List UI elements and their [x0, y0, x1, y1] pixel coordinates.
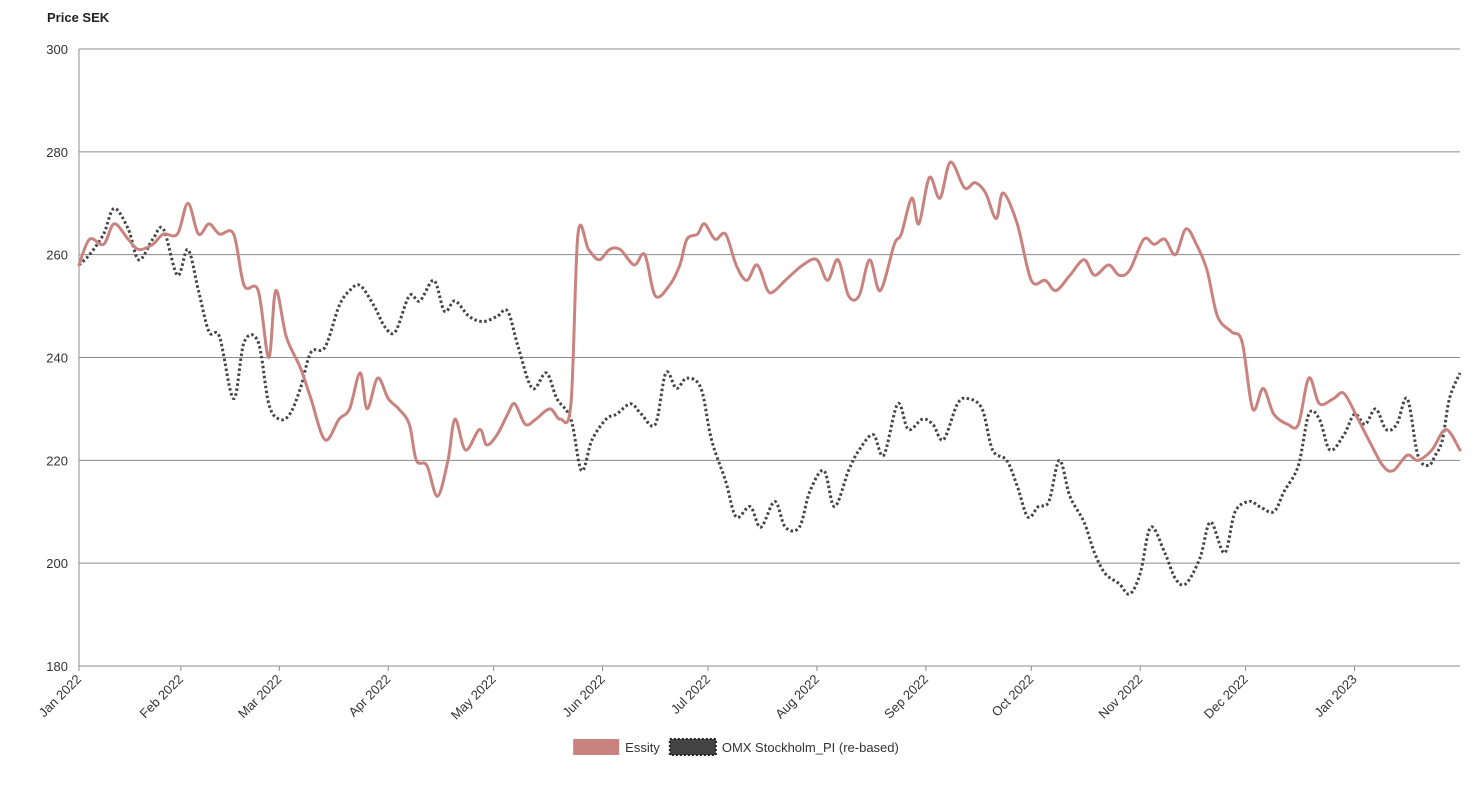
x-tick-label: Sep 2022	[881, 672, 931, 722]
legend-item[interactable]: OMX Stockholm_PI (re-based)	[668, 738, 899, 756]
legend-swatch	[668, 738, 717, 756]
y-tick-label: 240	[46, 351, 68, 366]
legend-item[interactable]: Essity	[573, 739, 660, 755]
x-tick-label: Jul 2022	[668, 672, 713, 717]
x-tick-label: Dec 2022	[1201, 672, 1251, 722]
x-tick-label: Feb 2022	[137, 672, 186, 721]
y-axis-label: Price SEK	[47, 10, 110, 25]
y-tick-label: 220	[46, 453, 68, 468]
x-tick-label: Aug 2022	[772, 672, 822, 722]
legend-label: OMX Stockholm_PI (re-based)	[722, 740, 899, 755]
y-tick-label: 280	[46, 145, 68, 160]
x-tick-label: Jun 2022	[559, 672, 607, 720]
x-tick-label: May 2022	[448, 672, 499, 723]
grid-layer	[79, 48, 1460, 667]
x-tick-label: Apr 2022	[345, 672, 393, 720]
series-layer	[77, 160, 1462, 596]
y-tick-label: 260	[46, 248, 68, 263]
series-line-essity	[77, 160, 1462, 498]
y-tick-label: 200	[46, 556, 68, 571]
legend[interactable]: Essity OMX Stockholm_PI (re-based)	[573, 738, 899, 756]
x-tick-label: Mar 2022	[235, 672, 284, 721]
series-line-omx	[77, 206, 1462, 596]
x-tick-label: Jan 2023	[1311, 672, 1359, 720]
x-tick-label: Jan 2022	[36, 672, 84, 720]
y-tick-label: 300	[46, 42, 68, 57]
legend-label: Essity	[625, 740, 660, 755]
legend-swatch	[573, 739, 620, 755]
x-tick-label: Nov 2022	[1095, 672, 1145, 722]
y-tick-label: 180	[46, 659, 68, 674]
x-tick-label: Oct 2022	[988, 672, 1036, 720]
